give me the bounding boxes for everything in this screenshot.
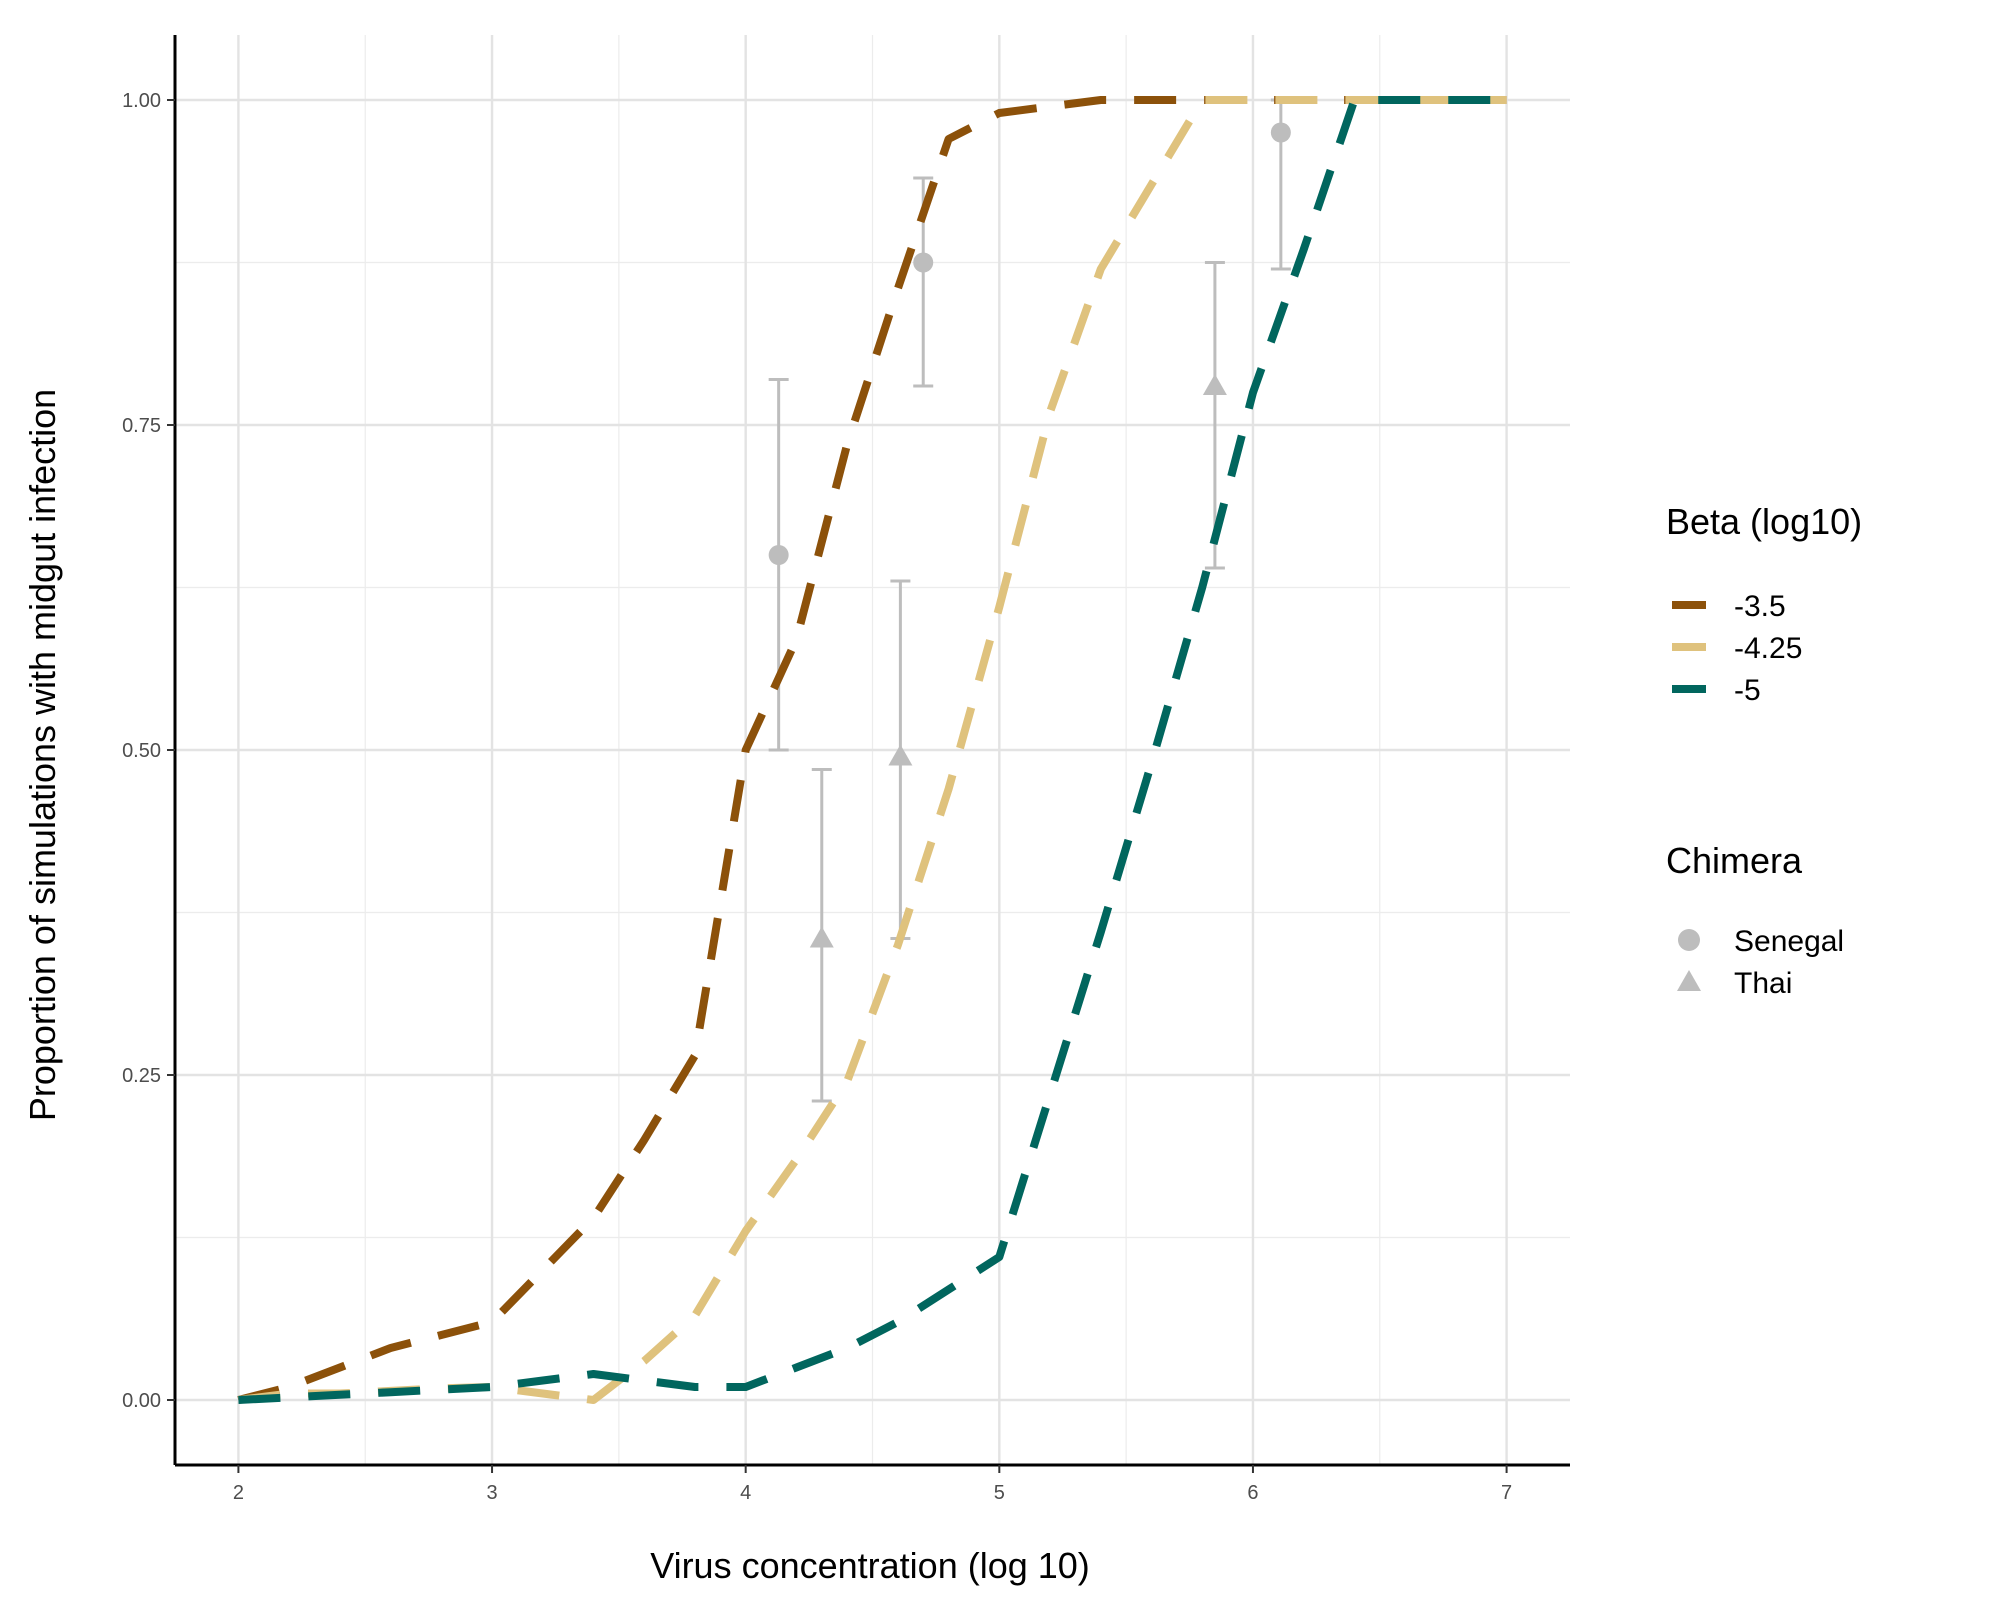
legend-label-chimera: Senegal <box>1734 925 1844 958</box>
axis-layer: 2 3 4 5 6 7 0.00 0.25 0.50 0.75 1.00 <box>122 35 1570 1504</box>
legend-key-circle <box>1678 929 1700 951</box>
grid-layer <box>175 35 1570 1465</box>
line-legend-title: Beta (log10) <box>1666 501 1862 542</box>
legend-key-triangle <box>1677 970 1701 991</box>
data-point-thai <box>809 926 834 948</box>
x-tick-label: 7 <box>1501 1482 1512 1504</box>
x-tick-label: 6 <box>1247 1482 1258 1504</box>
data-point-senegal <box>913 252 934 273</box>
y-axis-title: Proportion of simulations with midgut in… <box>22 389 63 1121</box>
y-tick-label: 0.00 <box>122 1390 161 1412</box>
data-point-senegal <box>1270 122 1291 143</box>
y-tick-label: 0.75 <box>122 415 161 437</box>
error-bar <box>1204 261 1225 570</box>
legend-label-series: -4.25 <box>1734 632 1802 665</box>
legend-label-series: -3.5 <box>1734 590 1786 623</box>
data-point-thai <box>1202 374 1227 395</box>
y-tick-label: 1.00 <box>122 90 161 112</box>
legend-label-series: -5 <box>1734 674 1761 707</box>
point-legend-title: Chimera <box>1666 840 1803 881</box>
x-tick-label: 2 <box>233 1482 244 1504</box>
x-tick-label: 4 <box>740 1482 751 1504</box>
x-tick-label: 3 <box>486 1482 497 1504</box>
y-tick-label: 0.50 <box>122 740 161 762</box>
data-layer <box>237 96 1507 1404</box>
x-axis-title: Virus concentration (log 10) <box>650 1545 1090 1586</box>
legend-label-chimera: Thai <box>1734 967 1792 1000</box>
data-point-senegal <box>768 545 789 565</box>
series-line-2 <box>238 96 1507 1404</box>
legend: Beta (log10) Chimera -3.5 -4.25 -5 Senegal T… <box>1666 501 1862 1000</box>
y-tick-label: 0.25 <box>122 1065 161 1087</box>
data-point-thai <box>888 744 913 766</box>
x-tick-label: 5 <box>994 1482 1005 1504</box>
